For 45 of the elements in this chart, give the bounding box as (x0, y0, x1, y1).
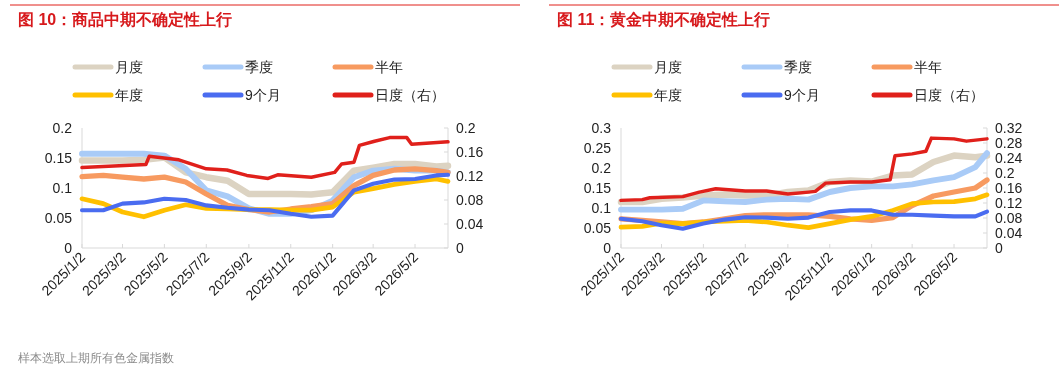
y-tick-label: 0.1 (591, 200, 612, 216)
y-tick-label: 0.3 (591, 120, 612, 136)
y-tick-label: 0.05 (583, 220, 612, 236)
legend-label: 年度 (654, 87, 682, 103)
legend-label: 半年 (375, 59, 403, 75)
y2-tick-label: 0.32 (995, 120, 1023, 136)
y2-tick-label: 0.08 (995, 210, 1023, 226)
y-tick-label: 0.25 (583, 140, 612, 156)
y2-tick-label: 0.28 (995, 135, 1023, 151)
y-tick-label: 0.2 (52, 120, 73, 136)
legend-label: 9个月 (784, 87, 820, 103)
line-series (619, 136, 989, 203)
legend-label: 月度 (654, 59, 682, 75)
y2-tick-label: 0.04 (995, 225, 1023, 241)
y-tick-label: 0.15 (44, 150, 73, 166)
y2-tick-label: 0.24 (995, 150, 1023, 166)
legend-label: 9个月 (245, 87, 281, 103)
y-tick-label: 0.15 (583, 180, 612, 196)
y-tick-label: 0 (64, 240, 73, 256)
y-tick-label: 0.1 (52, 180, 73, 196)
line-series (80, 135, 450, 181)
y2-tick-label: 0.2 (456, 120, 476, 136)
legend-label: 日度（右） (914, 87, 984, 103)
legend-label: 月度 (115, 59, 143, 75)
y-tick-label: 0 (603, 240, 612, 256)
legend-label: 季度 (245, 59, 273, 75)
y-tick-label: 0.2 (591, 160, 612, 176)
y2-tick-label: 0.2 (995, 165, 1015, 181)
legend-label: 年度 (115, 87, 143, 103)
y2-tick-label: 0.08 (456, 192, 484, 208)
y2-tick-label: 0.16 (995, 180, 1023, 196)
y2-tick-label: 0.12 (995, 195, 1023, 211)
legend-label: 季度 (784, 59, 812, 75)
y-tick-label: 0.05 (44, 210, 73, 226)
legend-label: 日度（右） (375, 87, 445, 103)
y2-tick-label: 0.12 (456, 168, 484, 184)
y2-tick-label: 0 (995, 240, 1003, 256)
chart-title: 图 11：黄金中期不确定性上行 (557, 11, 771, 28)
legend-label: 半年 (914, 59, 942, 75)
line-series (618, 208, 990, 231)
chart-title: 图 10：商品中期不确定性上行 (18, 11, 233, 28)
y2-tick-label: 0.04 (456, 216, 484, 232)
y2-tick-label: 0.16 (456, 144, 484, 160)
text: 样本选取上期所有色金属指数 (18, 351, 174, 365)
y2-tick-label: 0 (456, 240, 464, 256)
